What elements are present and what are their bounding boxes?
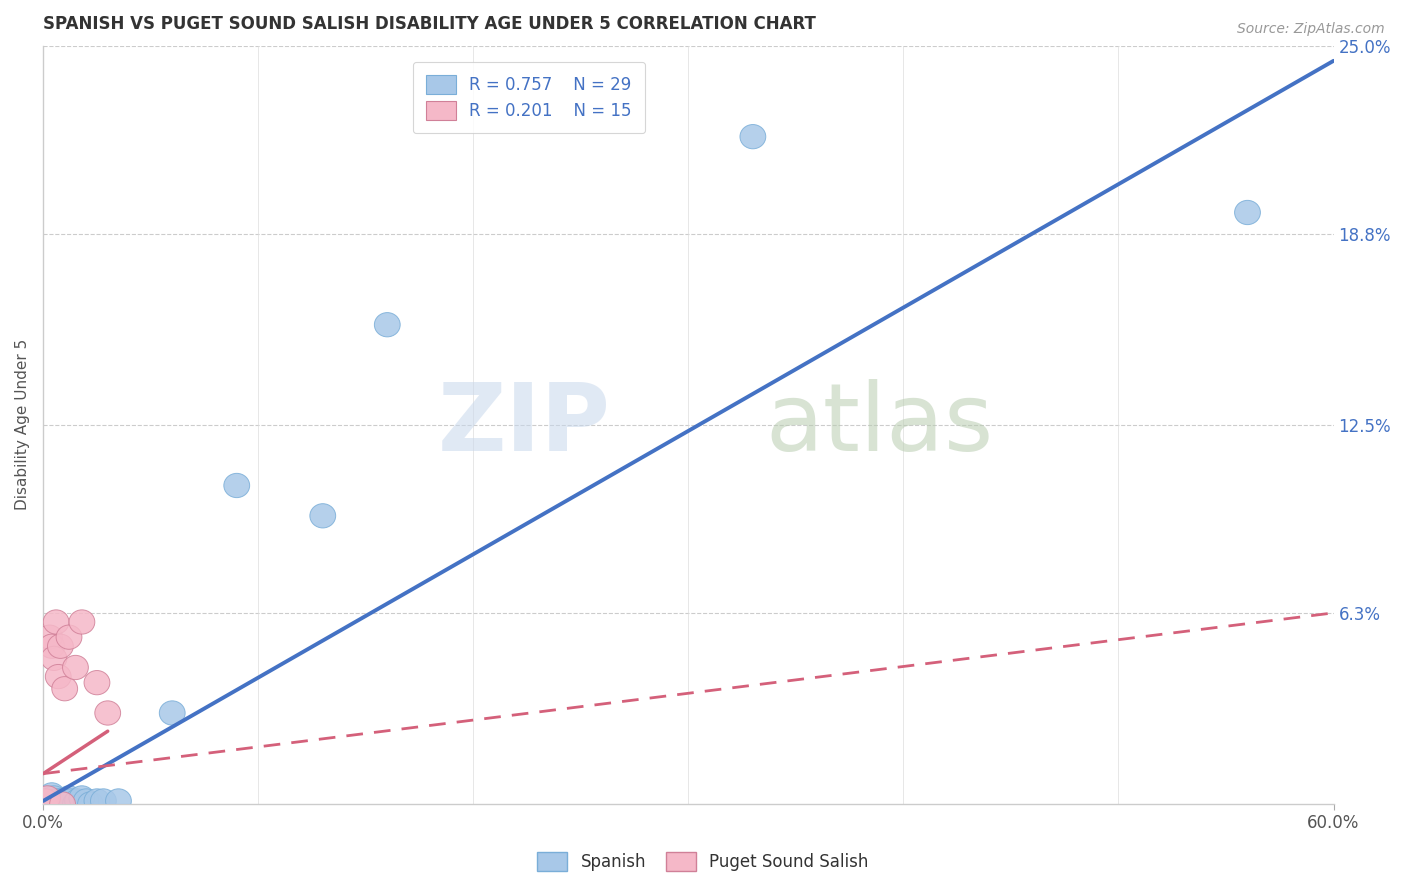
Ellipse shape xyxy=(48,792,73,816)
Ellipse shape xyxy=(53,789,80,814)
Ellipse shape xyxy=(49,792,76,816)
Y-axis label: Disability Age Under 5: Disability Age Under 5 xyxy=(15,339,30,510)
Ellipse shape xyxy=(48,634,73,658)
Ellipse shape xyxy=(56,786,82,810)
Ellipse shape xyxy=(69,610,94,634)
Ellipse shape xyxy=(45,665,72,689)
Ellipse shape xyxy=(37,625,62,649)
Ellipse shape xyxy=(41,646,67,671)
Ellipse shape xyxy=(1234,201,1260,225)
Ellipse shape xyxy=(94,701,121,725)
Ellipse shape xyxy=(32,789,58,814)
Ellipse shape xyxy=(41,789,67,814)
Ellipse shape xyxy=(90,789,117,814)
Ellipse shape xyxy=(39,789,65,814)
Ellipse shape xyxy=(69,786,94,810)
Ellipse shape xyxy=(309,504,336,528)
Ellipse shape xyxy=(62,656,89,680)
Text: SPANISH VS PUGET SOUND SALISH DISABILITY AGE UNDER 5 CORRELATION CHART: SPANISH VS PUGET SOUND SALISH DISABILITY… xyxy=(44,15,815,33)
Ellipse shape xyxy=(65,789,90,814)
Ellipse shape xyxy=(37,792,62,816)
Legend: R = 0.757    N = 29, R = 0.201    N = 15: R = 0.757 N = 29, R = 0.201 N = 15 xyxy=(413,62,645,134)
Text: Source: ZipAtlas.com: Source: ZipAtlas.com xyxy=(1237,22,1385,37)
Ellipse shape xyxy=(44,610,69,634)
Ellipse shape xyxy=(77,792,104,816)
Ellipse shape xyxy=(41,786,67,810)
Ellipse shape xyxy=(374,312,401,337)
Ellipse shape xyxy=(58,789,84,814)
Ellipse shape xyxy=(84,671,110,695)
Ellipse shape xyxy=(44,789,69,814)
Ellipse shape xyxy=(62,792,89,816)
Legend: Spanish, Puget Sound Salish: Spanish, Puget Sound Salish xyxy=(529,843,877,880)
Ellipse shape xyxy=(84,789,110,814)
Ellipse shape xyxy=(73,789,98,814)
Ellipse shape xyxy=(32,789,58,814)
Ellipse shape xyxy=(740,125,766,149)
Ellipse shape xyxy=(39,634,65,658)
Ellipse shape xyxy=(39,783,65,807)
Ellipse shape xyxy=(224,474,250,498)
Ellipse shape xyxy=(159,701,186,725)
Ellipse shape xyxy=(45,789,72,814)
Ellipse shape xyxy=(52,792,77,816)
Ellipse shape xyxy=(56,625,82,649)
Ellipse shape xyxy=(105,789,131,814)
Text: atlas: atlas xyxy=(766,379,994,471)
Text: ZIP: ZIP xyxy=(439,379,612,471)
Ellipse shape xyxy=(49,789,76,814)
Ellipse shape xyxy=(35,786,60,810)
Ellipse shape xyxy=(52,677,77,701)
Ellipse shape xyxy=(35,786,60,810)
